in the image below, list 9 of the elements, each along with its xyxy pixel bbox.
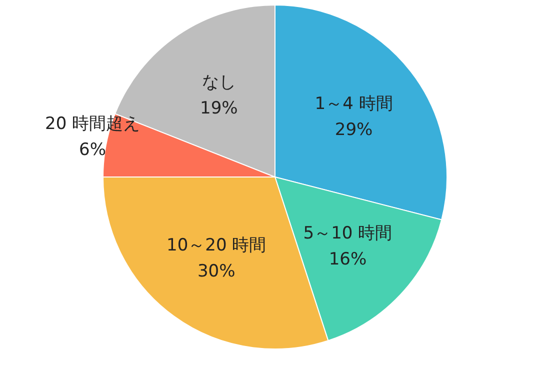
data-label: 30% [197,262,236,282]
slice-label: 1～4 時間 [314,94,393,114]
data-label: 19% [200,98,238,118]
slice-label: なし [202,72,236,92]
slice-label: 10～20 時間 [166,236,266,256]
data-label: 16% [328,249,367,270]
slice-label: 5～10 時間 [303,223,392,244]
data-label: 29% [334,120,373,140]
data-label: 6% [79,140,106,160]
